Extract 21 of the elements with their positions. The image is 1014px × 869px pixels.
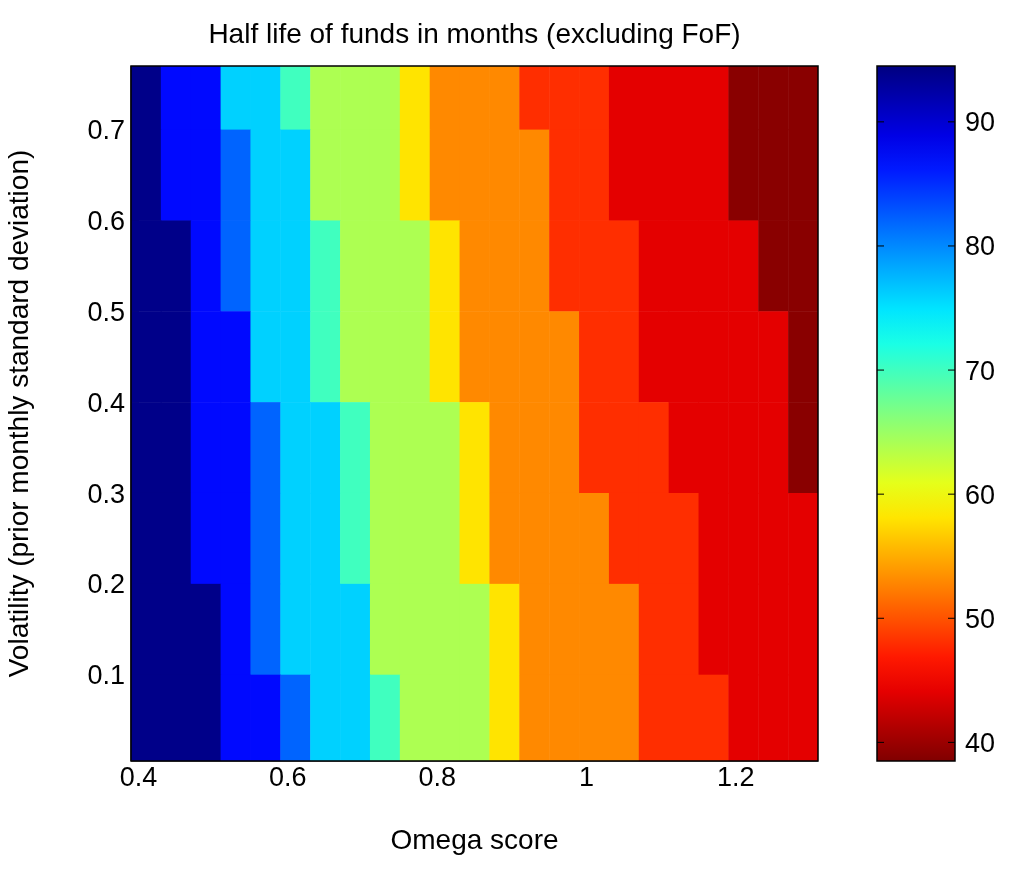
y-tick-label: 0.6 (87, 206, 125, 237)
x-tick-label: 0.8 (418, 762, 456, 793)
x-tick-label: 0.6 (269, 762, 307, 793)
color-bar-label: 40 (965, 727, 996, 758)
y-tick-label: 0.4 (87, 387, 125, 418)
y-tick-label: 0.5 (87, 296, 125, 327)
y-tick-label: 0.3 (87, 478, 125, 509)
color-bar-label: 90 (965, 107, 996, 138)
color-bar-label: 70 (965, 355, 996, 386)
x-tick-label: 1.2 (717, 762, 755, 793)
y-tick-label: 0.1 (87, 660, 125, 691)
x-tick-label: 0.4 (119, 762, 158, 793)
color-bar-label: 50 (965, 603, 996, 634)
x-tick-label: 1 (579, 762, 595, 793)
x-axis-title: Omega score (390, 824, 559, 855)
y-tick-label: 0.7 (87, 115, 125, 146)
color-bar-label: 60 (965, 479, 996, 510)
chart-title: Half life of funds in months (excluding FoF) (207, 18, 742, 50)
y-tick-label: 0.2 (87, 569, 125, 600)
y-axis-title: Volatility (prior monthly standard deviation) (2, 149, 34, 678)
color-bar-label: 80 (965, 231, 996, 262)
